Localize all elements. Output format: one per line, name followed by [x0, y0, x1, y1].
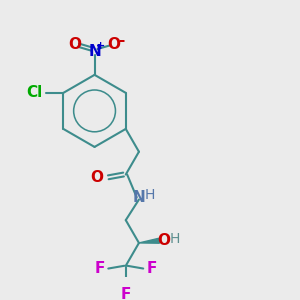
Text: O: O — [107, 37, 121, 52]
Text: N: N — [88, 44, 101, 59]
Text: O: O — [157, 233, 170, 248]
Polygon shape — [139, 238, 159, 243]
Text: O: O — [91, 170, 103, 185]
Text: O: O — [69, 37, 82, 52]
Text: F: F — [121, 286, 131, 300]
Text: N: N — [133, 190, 145, 205]
Text: Cl: Cl — [26, 85, 43, 100]
Text: H: H — [145, 188, 155, 202]
Text: F: F — [147, 261, 157, 276]
Text: +: + — [96, 41, 105, 51]
Text: F: F — [94, 261, 105, 276]
Text: H: H — [169, 232, 180, 246]
Text: -: - — [118, 33, 124, 48]
